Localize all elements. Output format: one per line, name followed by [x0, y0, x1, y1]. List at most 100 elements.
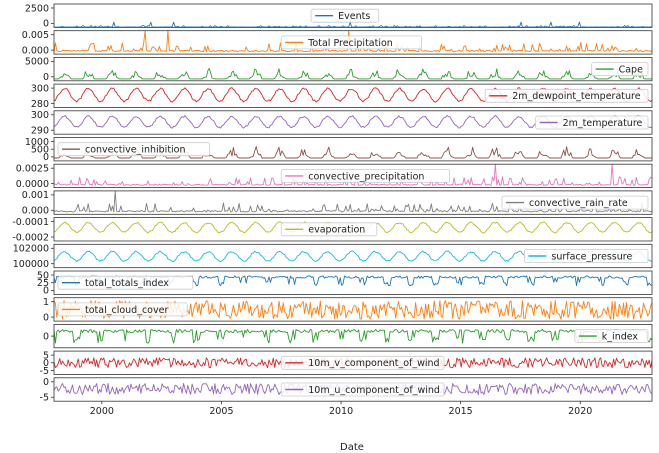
series-line — [53, 190, 653, 213]
panel-frame — [53, 297, 653, 322]
legend: 2m_temperature — [535, 115, 649, 130]
legend-box — [57, 275, 194, 290]
legend: Total Precipitation — [280, 35, 423, 50]
legend-box — [524, 249, 649, 263]
legend-label: 2m_dewpoint_temperature — [512, 91, 641, 102]
series-line — [54, 146, 652, 159]
panel-cape: 0 5000 Cape — [25, 57, 653, 83]
y-tick-label: -5 — [40, 393, 49, 404]
legend: 10m_v_component_of_wind — [280, 355, 445, 370]
legend-box — [57, 302, 188, 317]
panel-frame — [53, 163, 653, 188]
legend: total_totals_index — [57, 275, 194, 290]
legend-box — [591, 62, 649, 76]
y-tick-label: 102000 — [13, 244, 49, 255]
y-tick-label: 0 — [43, 377, 49, 388]
legend-label: k_index — [602, 332, 639, 343]
panel-frame — [53, 3, 653, 28]
legend: evaporation — [280, 222, 378, 237]
legend-box — [57, 142, 211, 157]
y-tick-label: 0.0000 — [16, 179, 49, 190]
panel-frame — [53, 30, 653, 55]
panel-frame — [53, 57, 653, 82]
panel-2m-dewpoint-temperature: 280 300 2m_dewpoint_temperature — [31, 83, 653, 110]
y-tick-label: 0.000 — [22, 206, 49, 217]
series-line — [54, 21, 653, 28]
series-line — [54, 67, 652, 80]
legend-label: convective_inhibition — [85, 145, 186, 156]
legend: convective_precipitation — [280, 168, 451, 183]
y-tick-label: 100000 — [13, 259, 49, 270]
x-tick-label: 2015 — [449, 406, 473, 417]
y-tick-label: 5000 — [25, 57, 49, 68]
y-tick-label: 0 — [43, 152, 49, 163]
legend-label: Events — [338, 11, 370, 22]
legend-label: evaporation — [308, 225, 365, 236]
y-tick-label: 25 — [37, 278, 49, 289]
y-tick-label: 0 — [43, 72, 49, 83]
panel-frame — [53, 323, 653, 349]
legend-label: 2m_temperature — [563, 118, 643, 129]
y-tick-label: 0 — [43, 331, 49, 342]
panel-total-cloud-cover: 0 1 total_cloud_cover — [43, 297, 653, 323]
y-tick-label: 0 — [43, 286, 49, 297]
x-tick-label: 2020 — [568, 406, 592, 417]
y-tick-label: -0.0002 — [12, 232, 49, 243]
legend-box — [484, 88, 649, 103]
legend-box — [280, 222, 378, 237]
legend-box — [535, 115, 649, 130]
y-tick-label: 5 — [43, 350, 49, 361]
legend-label: Cape — [619, 65, 643, 76]
legend-box — [501, 195, 649, 210]
y-tick-label: 50 — [37, 270, 49, 281]
legend: convective_rain_rate — [501, 195, 649, 210]
y-tick-label: 300 — [31, 83, 49, 94]
panel-convective-precipitation: 0.0000 0.0025 convective_precipitation — [16, 163, 653, 190]
legend-label: convective_rain_rate — [529, 198, 628, 209]
legend: Events — [310, 8, 380, 23]
panel-frame — [53, 217, 653, 242]
panel-frame — [53, 377, 653, 402]
legend: convective_inhibition — [57, 142, 211, 157]
series-line — [53, 328, 653, 344]
y-tick-label: -5 — [40, 366, 49, 377]
panel-convective-rain-rate: 0.000 0.001 convective_rain_rate — [22, 190, 653, 217]
legend-label: convective_precipitation — [308, 171, 424, 182]
panel-surface-pressure: 100000 102000 surface_pressure — [13, 243, 653, 270]
y-tick-label: 1 — [43, 297, 49, 308]
panel-frame — [53, 190, 653, 215]
y-tick-label: 0 — [43, 19, 49, 30]
panel-2m-temperature: 290 300 2m_temperature — [31, 110, 653, 137]
panel-total-precipitation: 0.000 0.005 Total Precipitation — [22, 30, 653, 56]
legend-label: total_cloud_cover — [85, 305, 168, 316]
panel-frame — [53, 243, 653, 269]
legend-box — [310, 8, 380, 23]
legend-box — [280, 168, 451, 183]
y-tick-label: 0 — [43, 358, 49, 369]
y-tick-label: 280 — [31, 99, 49, 110]
y-tick-label: 2500 — [25, 3, 49, 14]
y-tick-label: 0.001 — [22, 190, 49, 201]
panel-frame — [53, 83, 653, 108]
legend: 10m_u_component_of_wind — [280, 382, 445, 397]
legend-label: total_totals_index — [85, 278, 169, 289]
legend-box — [280, 35, 423, 50]
x-tick-label: 2005 — [209, 406, 233, 417]
y-tick-label: 290 — [31, 126, 49, 137]
legend-label: Total Precipitation — [307, 38, 393, 49]
panel-events: 0 2500 Events — [25, 3, 653, 30]
y-tick-label: 1000 — [25, 137, 49, 148]
x-axis-ticks: 2000 2005 2010 2015 2020 — [90, 401, 592, 417]
y-tick-label: 0.005 — [22, 30, 49, 41]
y-tick-label: 0.0025 — [16, 164, 49, 175]
y-tick-label: -0.0001 — [12, 217, 49, 228]
legend-box — [280, 355, 445, 370]
y-tick-label: 0.000 — [22, 45, 49, 56]
legend: surface_pressure — [524, 249, 649, 263]
legend: Cape — [591, 62, 649, 76]
legend: 2m_dewpoint_temperature — [484, 88, 649, 103]
legend: k_index — [574, 329, 649, 344]
